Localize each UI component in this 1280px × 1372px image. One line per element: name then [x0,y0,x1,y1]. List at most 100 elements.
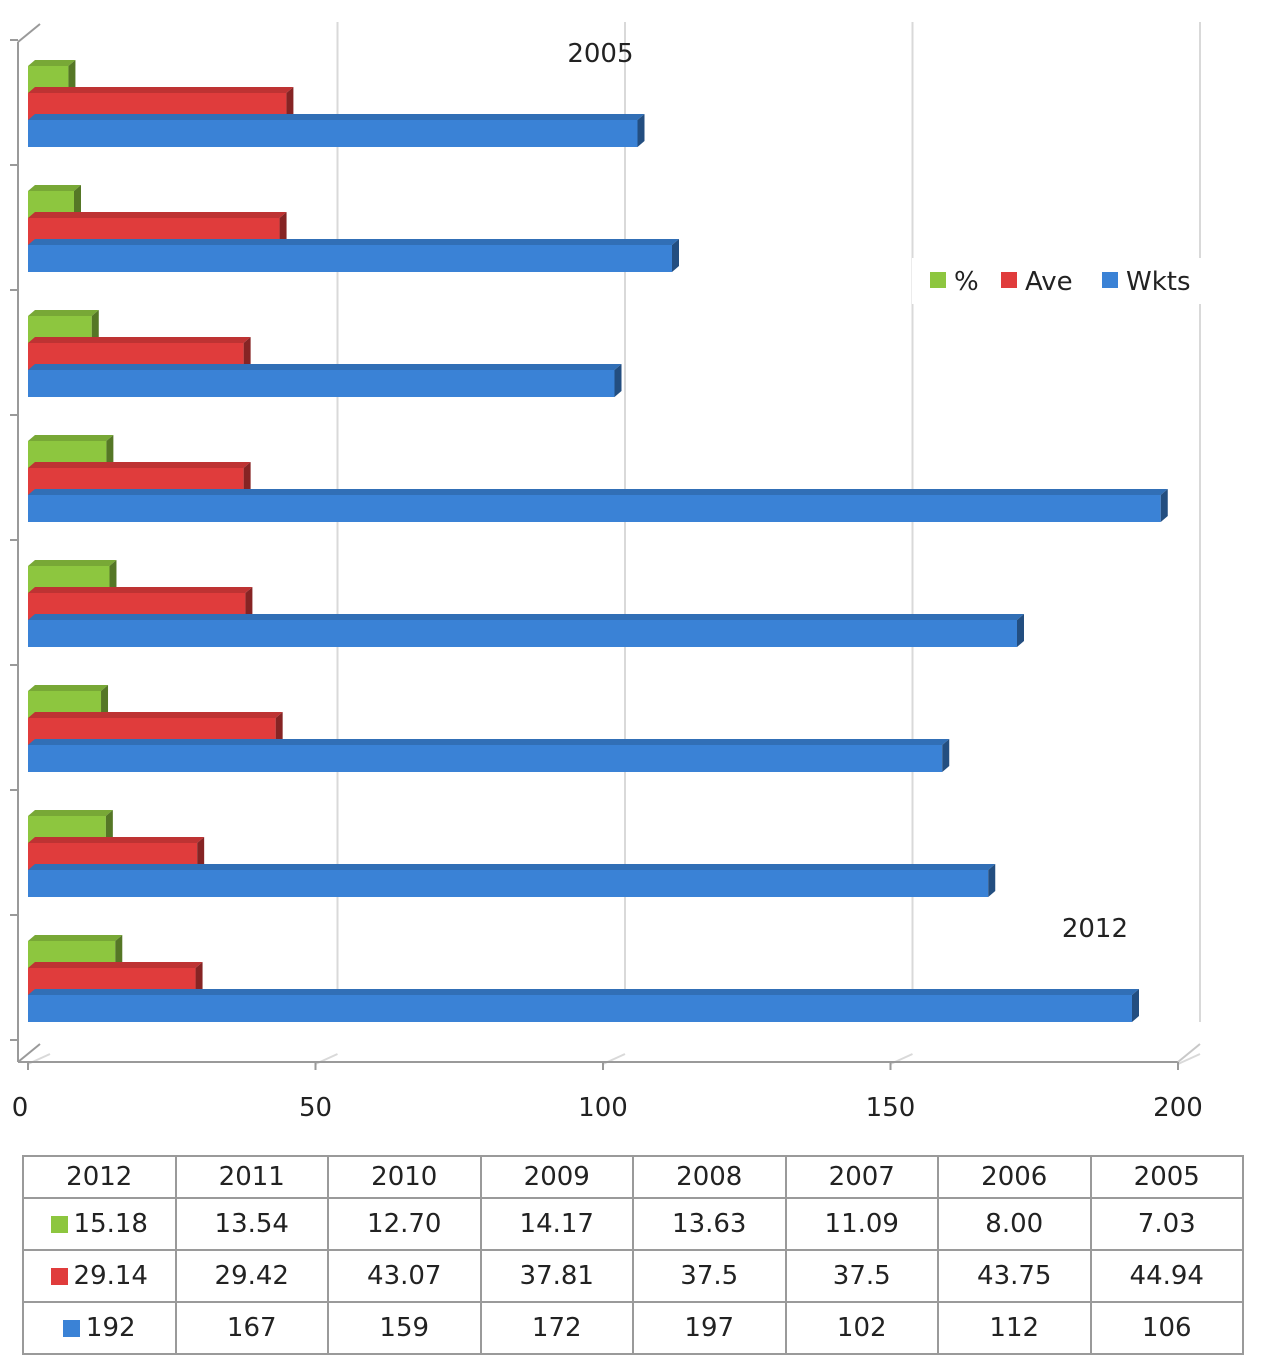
table-cell: 8.00 [937,1197,1092,1251]
gridlines [27,22,1201,1065]
table-cell-value: 167 [226,1313,277,1343]
legend-swatch [1001,272,1017,288]
table-cell-value: 37.5 [680,1261,739,1291]
table-cell: 13.63 [632,1197,787,1251]
bar-top [28,364,622,370]
bar-end [101,685,109,718]
bar-top [28,114,645,120]
bar-end [91,310,99,343]
table-header-row: 2012 2011 2010 2009 2008 2007 2006 2005 [22,1155,1244,1199]
bar-front [28,620,1017,647]
data-table: 2012 2011 2010 2009 2008 2007 2006 2005 15.18 13.… [22,1155,1244,1355]
table-cell: 192 [22,1301,177,1355]
bar-end [672,239,679,272]
table-cell-value: 13.54 [214,1209,289,1239]
bar-top [28,310,99,316]
legend: % Ave Wkts [912,258,1204,304]
bar-chart: 0 50 100 150 200 2005 2012 % Ave Wkts [10,22,1204,1123]
bar-top [28,962,203,968]
table-cell-value: 43.07 [367,1261,442,1291]
floor-edge [17,1043,41,1063]
x-tick-label: 0 [12,1093,29,1123]
table-header-cell: 2007 [784,1155,939,1199]
bar-front [28,370,615,397]
table-cell-value: 12.70 [367,1209,442,1239]
bar-end [115,935,123,968]
bar-front [28,495,1161,522]
bar-top [28,989,1139,995]
y-axis-top-edge [17,23,41,43]
table-cell-value: 112 [989,1313,1040,1343]
bar-top [28,462,251,468]
bar-front [28,745,943,772]
table-cell: 29.14 [22,1249,177,1303]
bar-end [245,587,253,620]
table-header-cell: 2008 [632,1155,787,1199]
bar-front [28,870,989,897]
table-cell: 172 [479,1301,634,1355]
table-cell: 37.81 [479,1249,634,1303]
bar [28,239,679,272]
bar-end [109,560,117,593]
bar [28,989,1139,1022]
bar-end [105,810,113,843]
table-cell: 159 [327,1301,482,1355]
bar [28,489,1168,522]
series-key-icon [62,1320,80,1337]
table-cell-value: 172 [531,1313,582,1343]
bar-top [28,810,113,816]
bar-top [28,837,205,843]
table-cell: 167 [174,1301,329,1355]
table-cell-value: 192 [85,1313,136,1343]
bar-end [988,864,996,897]
bar [28,739,950,772]
table-header-cell: 2005 [1089,1155,1244,1199]
table-cell: 43.07 [327,1249,482,1303]
bar-top [28,739,950,745]
table-cell: 44.94 [1089,1249,1244,1303]
table-cell: 12.70 [327,1197,482,1251]
x-tick-label: 50 [299,1093,332,1123]
table-cell: 37.5 [632,1249,787,1303]
table-cell: 197 [632,1301,787,1355]
x-tick-labels: 0 50 100 150 200 [12,1093,1203,1123]
legend-label: Wkts [1126,267,1191,297]
bar-end [1160,489,1168,522]
bar [28,614,1024,647]
legend-swatch [1102,272,1118,288]
table-cell: 7.03 [1089,1197,1244,1251]
bar-end [942,739,950,772]
bar-end [637,114,645,147]
table-cell: 43.75 [937,1249,1092,1303]
table-cell-value: 37.81 [519,1261,594,1291]
bar-top [28,685,109,691]
bar-top [28,587,253,593]
bar-front [28,120,638,147]
bar-end [197,837,205,870]
table-row: 29.14 29.42 43.07 37.81 37.5 37.5 43.75 44.94 [22,1249,1244,1303]
bar-end [243,462,251,495]
series-key-icon [50,1268,68,1285]
annotation-label: 2005 [567,39,633,69]
bar-top [28,560,117,566]
floor-gridline [1177,1053,1201,1065]
table-cell: 37.5 [784,1249,939,1303]
bar-top [28,935,123,941]
bar-end [68,60,76,93]
legend-label: % [954,267,979,297]
bar-end [243,337,251,370]
table-cell: 11.09 [784,1197,939,1251]
floor-edge-right [1177,1043,1201,1063]
bar-end [106,435,114,468]
legend-background [912,258,1204,304]
x-tick-label: 150 [866,1093,916,1123]
table-cell-value: 102 [836,1313,887,1343]
bar-top [28,337,251,343]
table-cell-value: 197 [684,1313,735,1343]
bar-top [28,212,287,218]
table-cell-value: 159 [379,1313,430,1343]
series-key-icon [50,1216,68,1233]
bar-top [28,87,294,93]
table-cell-value: 14.17 [519,1209,594,1239]
table-cell: 29.42 [174,1249,329,1303]
